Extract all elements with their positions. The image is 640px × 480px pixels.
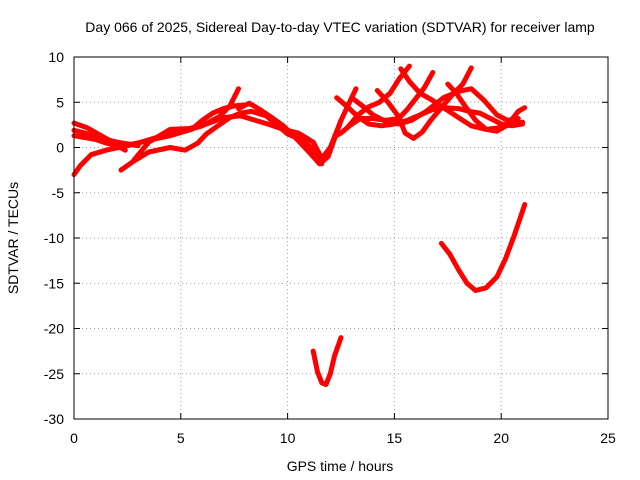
- series-arc-12: [332, 69, 436, 140]
- chart-title: Day 066 of 2025, Sidereal Day-to-day VTE…: [85, 19, 595, 35]
- y-tick-label: 5: [56, 94, 64, 110]
- series-arc-6: [131, 113, 344, 163]
- tick-layer: 0 5 10 15 20 25 -30 -25 -20 -15 -10 -5 0 5 10: [44, 49, 616, 446]
- y-axis-label: SDTVAR / TECUs: [5, 182, 21, 294]
- x-tick-label: 15: [387, 430, 403, 446]
- grid-layer: [74, 57, 608, 419]
- series-arc-16: [438, 202, 528, 293]
- y-tick-label: -5: [52, 185, 65, 201]
- y-tick-label: -25: [44, 366, 64, 382]
- series-layer: [71, 63, 528, 388]
- series-arc-15: [310, 335, 344, 388]
- series-arc-14: [445, 81, 528, 134]
- x-tick-label: 20: [493, 430, 509, 446]
- y-tick-label: -15: [44, 275, 64, 291]
- series-arc-4: [71, 133, 128, 153]
- y-tick-label: -30: [44, 411, 64, 427]
- x-axis-label: GPS time / hours: [287, 458, 394, 474]
- x-tick-label: 0: [70, 430, 78, 446]
- series-arc-10: [374, 65, 474, 141]
- x-tick-label: 10: [280, 430, 296, 446]
- series-arc-7: [236, 86, 359, 167]
- x-tick-label: 5: [177, 430, 185, 446]
- series-arc-3: [71, 127, 141, 149]
- x-tick-label: 25: [600, 430, 616, 446]
- y-tick-label: -10: [44, 230, 64, 246]
- y-tick-label: 10: [48, 49, 64, 65]
- series-arc-13: [334, 95, 526, 129]
- y-tick-label: 0: [56, 140, 64, 156]
- y-tick-label: -20: [44, 321, 64, 337]
